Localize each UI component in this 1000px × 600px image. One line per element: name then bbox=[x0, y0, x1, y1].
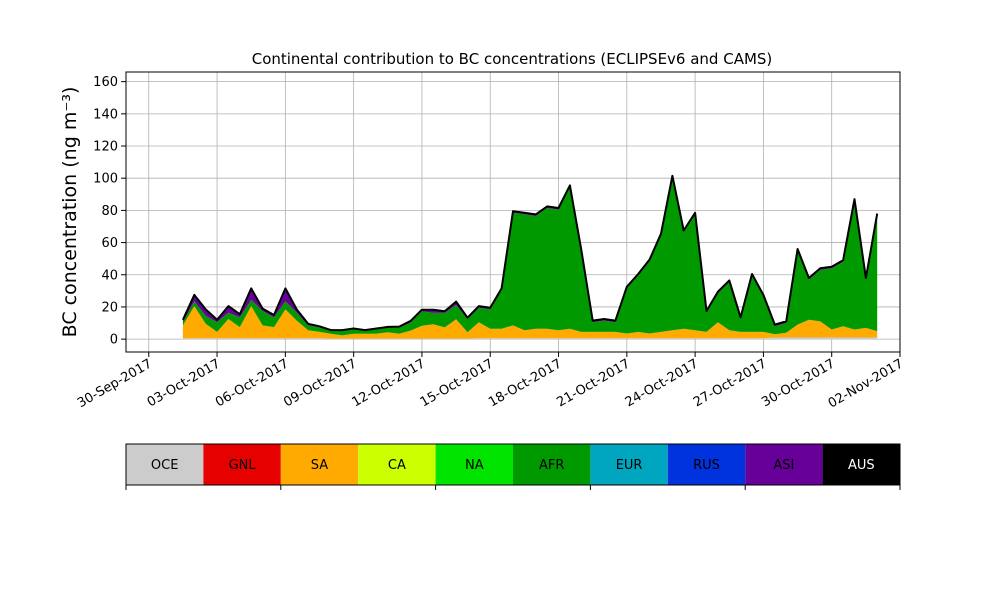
colorbar-label: SA bbox=[311, 458, 328, 473]
colorbar-label: AFR bbox=[539, 458, 564, 473]
colorbar-label: CA bbox=[388, 458, 406, 473]
colorbar-label: GNL bbox=[229, 458, 257, 473]
area-sa bbox=[182, 306, 878, 339]
colorbar-swatch-na bbox=[435, 444, 513, 485]
y-tick-label: 40 bbox=[101, 268, 118, 283]
y-tick-label: 120 bbox=[93, 140, 118, 155]
colorbar-swatch-sa bbox=[280, 444, 359, 485]
colorbar-swatch-gnl bbox=[203, 444, 281, 485]
y-tick-label: 20 bbox=[101, 300, 118, 315]
colorbar-frame bbox=[125, 443, 901, 486]
chart-title: Continental contribution to BC concentra… bbox=[252, 50, 773, 68]
total-concentration-line bbox=[181, 174, 879, 332]
area-afr bbox=[182, 177, 878, 336]
y-tick-label: 160 bbox=[93, 75, 118, 90]
colorbar-label: ASI bbox=[773, 458, 794, 473]
colorbar-swatch-ca bbox=[358, 444, 436, 485]
y-axis-label: BC concentration (ng m⁻³) bbox=[59, 87, 81, 338]
colorbar-label: NA bbox=[465, 458, 484, 473]
colorbar-label: OCE bbox=[151, 458, 179, 473]
colorbar-swatch-oce bbox=[126, 444, 204, 485]
colorbar-label: AUS bbox=[848, 458, 875, 473]
colorbar-swatch-asi bbox=[745, 444, 823, 485]
y-tick-label: 0 bbox=[110, 333, 118, 348]
total-line bbox=[181, 174, 879, 332]
stacked-areas bbox=[182, 175, 878, 340]
plot-frame bbox=[125, 71, 901, 353]
colorbar: OCE GNL SA CA NA AFR EUR RUS ASI AUS bbox=[125, 443, 901, 490]
colorbar-swatch-rus bbox=[667, 444, 746, 485]
y-tick-label: 80 bbox=[101, 204, 118, 219]
y-tick-label: 140 bbox=[93, 107, 118, 122]
colorbar-swatch-afr bbox=[513, 444, 591, 485]
colorbar-label: RUS bbox=[693, 458, 720, 473]
colorbar-swatch-eur bbox=[590, 444, 668, 485]
y-tick-label: 100 bbox=[93, 172, 118, 187]
y-tick-label: 60 bbox=[101, 236, 118, 251]
colorbar-swatch-aus bbox=[822, 444, 900, 485]
colorbar-label: EUR bbox=[616, 458, 643, 473]
